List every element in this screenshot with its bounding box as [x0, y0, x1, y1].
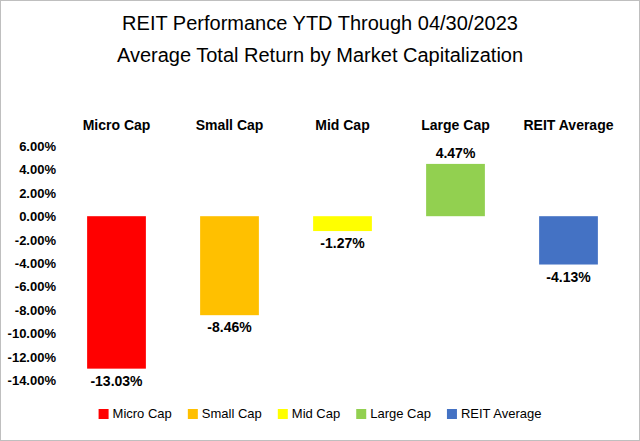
- frame: [1, 1, 640, 441]
- chart: REIT Performance YTD Through 04/30/2023 A…: [0, 0, 640, 441]
- legend-label: Mid Cap: [292, 406, 340, 421]
- y-tick-label: 2.00%: [19, 186, 56, 201]
- data-label: -8.46%: [207, 319, 252, 335]
- bar: [539, 216, 598, 264]
- y-tick: [57, 239, 60, 240]
- bar: [87, 216, 146, 368]
- y-tick-label: 6.00%: [19, 139, 56, 154]
- legend-swatch: [188, 409, 198, 419]
- x-tick-label: Mid Cap: [315, 117, 369, 133]
- y-tick: [57, 309, 60, 310]
- legend: Micro Cap Small Cap Mid Cap Large Cap REIT A…: [99, 406, 542, 421]
- bar: [426, 164, 485, 216]
- y-tick-label: -2.00%: [15, 233, 57, 248]
- subtitle: Average Total Return by Market Capitaliz…: [117, 44, 523, 66]
- y-tick: [57, 192, 60, 193]
- legend-label: Large Cap: [370, 406, 431, 421]
- data-label: 4.47%: [436, 145, 476, 161]
- y-tick: [57, 169, 60, 170]
- y-tick: [57, 380, 60, 381]
- y-tick-label: -10.00%: [8, 326, 57, 341]
- data-label: -1.27%: [320, 235, 365, 251]
- x-tick-label: Large Cap: [421, 117, 489, 133]
- y-tick: [57, 263, 60, 264]
- y-tick: [57, 333, 60, 334]
- legend-swatch: [278, 409, 288, 419]
- y-tick-label: -4.00%: [15, 256, 57, 271]
- legend-swatch: [99, 409, 109, 419]
- bars: [87, 164, 598, 369]
- legend-swatch: [447, 409, 457, 419]
- bar: [200, 216, 259, 315]
- x-tick-label: REIT Average: [524, 117, 614, 133]
- data-label: -4.13%: [546, 269, 591, 285]
- y-tick: [57, 216, 60, 217]
- y-tick: [57, 146, 60, 147]
- y-tick: [57, 286, 60, 287]
- y-tick-label: -12.00%: [8, 350, 57, 365]
- bar: [313, 216, 372, 231]
- legend-label: Small Cap: [202, 406, 262, 421]
- y-tick-label: -8.00%: [15, 303, 57, 318]
- legend-label: REIT Average: [461, 406, 541, 421]
- x-tick-label: Small Cap: [196, 117, 264, 133]
- legend-label: Micro Cap: [113, 406, 172, 421]
- title: REIT Performance YTD Through 04/30/2023: [122, 12, 518, 34]
- data-label: -13.03%: [90, 373, 143, 389]
- legend-swatch: [356, 409, 366, 419]
- y-tick-label: -6.00%: [15, 279, 57, 294]
- y-tick-label: 4.00%: [19, 162, 56, 177]
- y-tick: [57, 356, 60, 357]
- y-tick-label: 0.00%: [19, 209, 56, 224]
- x-tick-label: Micro Cap: [83, 117, 151, 133]
- y-tick-label: -14.00%: [8, 373, 57, 388]
